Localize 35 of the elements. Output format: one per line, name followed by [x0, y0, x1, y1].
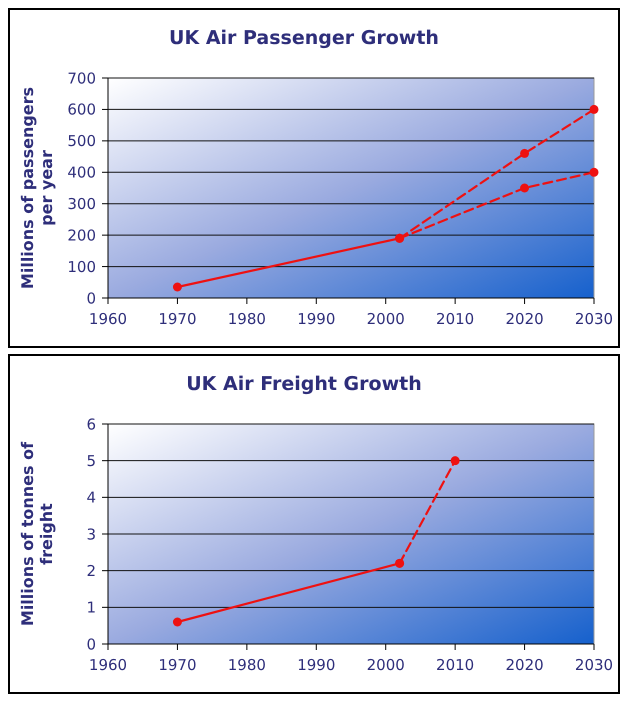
y-tick-label: 4 [86, 488, 96, 507]
y-tick-label: 2 [86, 562, 96, 580]
x-tick-label: 1960 [88, 310, 128, 328]
y-tick-label: 100 [67, 258, 96, 276]
x-tick-label: 1980 [228, 656, 266, 674]
y-tick-label: 400 [67, 164, 96, 182]
y-tick-label: 700 [67, 69, 96, 88]
x-tick-label: 1970 [158, 656, 197, 674]
x-tick-label: 2030 [574, 310, 614, 328]
x-tick-label: 1990 [297, 310, 336, 328]
y-tick-label: 3 [86, 525, 96, 544]
chart-title: UK Air Freight Growth [186, 373, 422, 395]
y-axis-title: Millions of passengers per year [18, 86, 56, 290]
x-tick-label: 1960 [88, 656, 128, 674]
x-tick-label: 2000 [366, 310, 405, 328]
y-tick-label: 600 [67, 100, 96, 119]
y-tick-label: 500 [67, 132, 96, 150]
x-tick-label: 1970 [158, 310, 197, 328]
x-tick-label: 2010 [436, 656, 474, 674]
y-tick-label: 6 [86, 415, 96, 434]
y-tick-label: 0 [86, 289, 96, 308]
x-tick-label: 2030 [574, 656, 614, 674]
chart-title: UK Air Passenger Growth [169, 27, 439, 49]
x-tick-label: 1980 [228, 310, 266, 328]
y-tick-label: 5 [86, 452, 96, 470]
y-tick-label: 1 [86, 598, 96, 617]
x-tick-label: 2010 [436, 310, 474, 328]
y-tick-label: 300 [67, 194, 96, 213]
x-tick-label: 2020 [505, 656, 544, 674]
y-axis-title: Millions of tonnes of freight [18, 440, 56, 626]
y-tick-label: 200 [67, 226, 96, 244]
y-tick-label: 0 [86, 635, 96, 654]
x-tick-label: 2000 [366, 656, 405, 674]
x-tick-label: 2020 [505, 310, 544, 328]
x-tick-label: 1990 [297, 656, 336, 674]
